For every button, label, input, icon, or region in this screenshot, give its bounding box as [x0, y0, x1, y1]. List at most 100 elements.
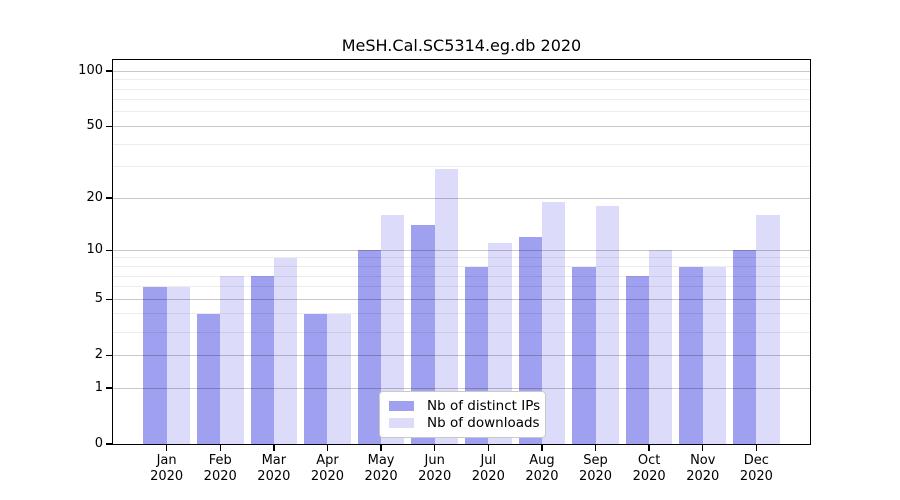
x-tick-month-sep: Sep — [583, 453, 608, 468]
minor-gridline-30 — [113, 166, 810, 168]
x-tick-month-dec: Dec — [743, 453, 769, 468]
legend-label-downloads: Nb of downloads — [427, 414, 540, 431]
legend-swatch-downloads-icon — [389, 417, 414, 428]
x-tick-dec — [755, 444, 758, 451]
bar-distinct-ips-nov — [679, 266, 703, 444]
bar-downloads-dec — [756, 215, 780, 444]
minor-gridline-80 — [113, 88, 810, 90]
x-tick-month-jul: Jul — [480, 453, 497, 468]
x-tick-year-may: 2020 — [364, 469, 398, 484]
bar-distinct-ips-sep — [572, 266, 596, 444]
x-tick-year-oct: 2020 — [632, 469, 666, 484]
x-tick-feb — [219, 444, 221, 451]
plot-area: 0 1 2 5 10 20 50 100 Jan 2020 Feb 2020 Mar 2020 Apr 202… — [78, 59, 811, 484]
y-tick-100 — [106, 70, 113, 72]
legend-item-distinct-ips: Nb of distinct IPs — [389, 398, 541, 415]
x-tick-nov — [702, 444, 704, 451]
minor-gridline-4 — [113, 313, 810, 315]
bar-distinct-ips-jan — [143, 286, 167, 444]
bar-downloads-oct — [649, 250, 673, 444]
y-tick-label-50: 50 — [86, 118, 103, 134]
bar-downloads-feb — [220, 276, 244, 444]
x-tick-may — [380, 444, 382, 451]
major-gridline-1 — [113, 387, 810, 389]
minor-gridline-3 — [113, 331, 810, 333]
x-tick-label-feb: Feb 2020 — [204, 453, 237, 485]
y-tick-2 — [106, 354, 113, 356]
x-tick-aug — [541, 444, 543, 451]
y-tick-label-10: 10 — [86, 242, 103, 258]
x-tick-year-sep: 2020 — [578, 469, 613, 484]
x-tick-month-feb: Feb — [208, 453, 232, 468]
bar-distinct-ips-may — [357, 250, 382, 444]
legend-label-distinct-ips: Nb of distinct IPs — [427, 398, 541, 415]
y-tick-label-100: 100 — [78, 63, 103, 79]
legend: Nb of distinct IPs Nb of downloads — [379, 391, 546, 438]
y-tick-label-2: 2 — [94, 347, 103, 363]
x-tick-sep — [594, 444, 597, 451]
bar-downloads-mar — [273, 257, 298, 444]
bar-distinct-ips-apr — [304, 313, 328, 444]
x-tick-month-mar: Mar — [261, 453, 287, 468]
bar-distinct-ips-dec — [733, 250, 757, 444]
y-tick-label-5: 5 — [94, 291, 103, 307]
minor-gridline-70 — [113, 99, 810, 101]
x-tick-label-oct: Oct 2020 — [633, 453, 666, 485]
major-gridline-2 — [113, 354, 810, 356]
bar-downloads-apr — [327, 313, 351, 444]
bar-downloads-sep — [595, 206, 619, 444]
bar-downloads-jun — [434, 169, 458, 444]
bar-downloads-nov — [702, 266, 727, 444]
x-tick-month-aug: Aug — [529, 453, 555, 468]
y-tick-20 — [106, 197, 113, 199]
major-gridline-100 — [113, 70, 810, 72]
legend-item-downloads: Nb of downloads — [389, 414, 540, 432]
y-tick-label-1: 1 — [94, 380, 103, 395]
x-tick-label-jun: Jun 2020 — [418, 453, 451, 485]
x-tick-oct — [648, 444, 650, 451]
x-tick-jun — [433, 444, 436, 451]
y-tick-label-0: 0 — [94, 436, 103, 451]
x-tick-label-aug: Aug 2020 — [525, 453, 558, 485]
x-tick-year-aug: 2020 — [525, 469, 559, 484]
x-tick-label-may: May 2020 — [365, 453, 398, 485]
bar-distinct-ips-jun — [411, 225, 435, 444]
minor-gridline-40 — [113, 143, 810, 145]
y-tick-10 — [106, 249, 113, 251]
x-tick-year-apr: 2020 — [310, 469, 344, 484]
bar-downloads-aug — [541, 202, 566, 444]
bar-downloads-may — [381, 215, 405, 444]
x-tick-year-dec: 2020 — [739, 469, 773, 484]
x-tick-label-jul: Jul 2020 — [472, 453, 505, 485]
x-tick-label-dec: Dec 2020 — [740, 453, 773, 485]
x-tick-month-nov: Nov — [690, 453, 716, 468]
y-tick-50 — [106, 125, 113, 128]
major-gridline-5 — [113, 298, 810, 300]
x-tick-year-jan: 2020 — [150, 469, 184, 484]
y-tick-label-20: 20 — [86, 190, 103, 206]
minor-gridline-7 — [113, 275, 810, 277]
x-tick-apr — [326, 444, 329, 451]
minor-gridline-6 — [113, 286, 810, 288]
y-tick-5 — [106, 298, 113, 300]
x-tick-year-nov: 2020 — [686, 469, 720, 484]
y-tick-1 — [106, 387, 113, 389]
legend-swatch-distinct-ips-icon — [389, 401, 414, 412]
bar-distinct-ips-mar — [250, 276, 274, 444]
major-gridline-50 — [113, 125, 810, 127]
x-tick-label-jan: Jan 2020 — [150, 453, 183, 485]
x-tick-year-feb: 2020 — [203, 469, 237, 484]
x-tick-month-jan: Jan — [156, 453, 177, 468]
x-tick-month-oct: Oct — [637, 453, 661, 468]
x-tick-month-jun: Jun — [424, 453, 445, 468]
major-gridline-20 — [113, 197, 810, 199]
x-tick-label-mar: Mar 2020 — [257, 453, 290, 485]
minor-gridline-60 — [113, 111, 810, 113]
bar-distinct-ips-oct — [625, 276, 650, 444]
x-tick-month-apr: Apr — [316, 453, 339, 468]
x-tick-jul — [487, 444, 489, 451]
minor-gridline-8 — [113, 266, 810, 267]
y-tick-0 — [106, 443, 113, 445]
x-tick-month-may: May — [367, 453, 395, 468]
